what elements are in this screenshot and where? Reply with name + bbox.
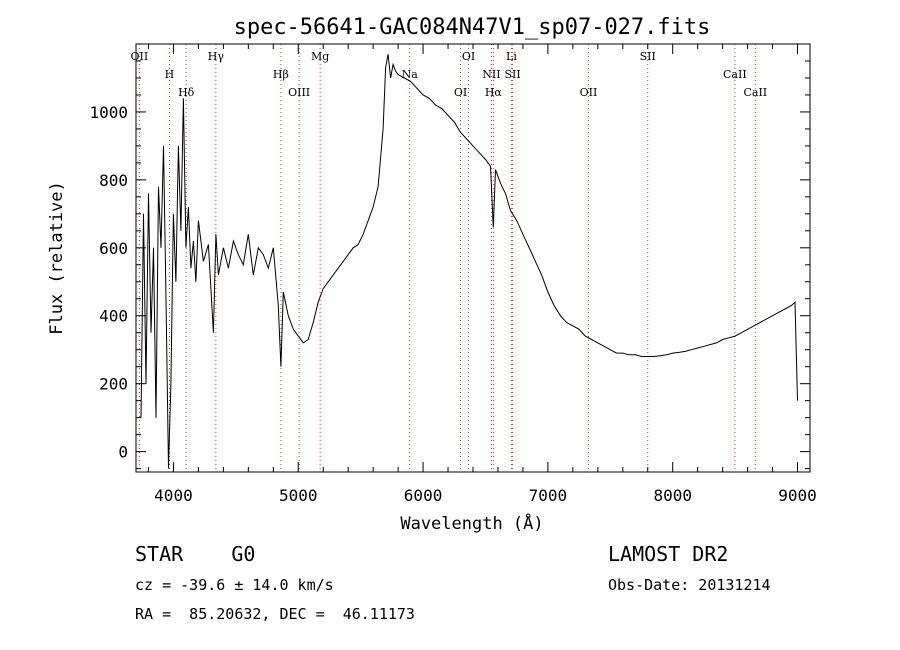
marker-label-hβ: Hβ — [273, 68, 289, 81]
y-axis-label: Flux (relative) — [47, 181, 67, 335]
y-tick-label: 200 — [99, 375, 128, 394]
chart-title: spec-56641-GAC084N47V1_sp07-027.fits — [234, 15, 711, 40]
spectrum-line — [140, 54, 798, 469]
x-tick-label: 8000 — [653, 486, 692, 505]
marker-label-oiii: OIII — [288, 86, 310, 99]
marker-label-li: Li — [506, 50, 517, 63]
marker-label-nii: NII — [482, 68, 500, 81]
marker-label-sii: SII — [640, 50, 656, 63]
x-tick-label: 9000 — [778, 486, 817, 505]
marker-label-sii: SII — [504, 68, 520, 81]
x-tick-label: 6000 — [404, 486, 443, 505]
marker-label-mg: Mg — [311, 50, 329, 63]
marker-label-oi: OI — [462, 50, 475, 63]
line-marker-labels: OII HHδ Hγ Hβ OIII Mg Na OI OI NII Hα Li SII OII SII Ca… — [131, 50, 768, 99]
marker-label-hγ: Hγ — [208, 50, 225, 63]
plot-frame — [135, 43, 811, 473]
marker-label-h: H — [165, 68, 175, 81]
marker-label-hα: Hα — [485, 86, 503, 99]
y-tick-label: 1000 — [89, 103, 128, 122]
marker-label-oii: OII — [580, 86, 598, 99]
line-markers-layer — [138, 44, 756, 472]
marker-label-na: Na — [402, 68, 419, 81]
y-tick-label: 600 — [99, 239, 128, 258]
y-tick-label: 0 — [118, 443, 128, 462]
x-tick-label: 7000 — [529, 486, 568, 505]
marker-label-hδ: Hδ — [178, 86, 195, 99]
x-tick-label: 4000 — [154, 486, 193, 505]
axis-tick-labels: 4000 5000 6000 7000 8000 9000 0 200 400 600 800 100… — [89, 103, 816, 505]
x-axis-label: Wavelength (Å) — [400, 512, 543, 534]
redshift-label: cz = -39.6 ± 14.0 km/s — [135, 576, 334, 594]
survey-label: LAMOST DR2 — [608, 542, 729, 566]
marker-label-caii: CaII — [723, 68, 747, 81]
x-tick-label: 5000 — [279, 486, 318, 505]
axis-ticks — [136, 44, 810, 472]
marker-label-caii: CaII — [743, 86, 767, 99]
marker-label-oi: OI — [454, 86, 467, 99]
marker-label-oii: OII — [131, 50, 149, 63]
coordinates-label: RA = 85.20632, DEC = 46.11173 — [135, 605, 415, 623]
classification-label: STAR G0 — [135, 542, 256, 566]
obs-date-label: Obs-Date: 20131214 — [608, 576, 771, 594]
y-tick-label: 800 — [99, 171, 128, 190]
y-tick-label: 400 — [99, 307, 128, 326]
